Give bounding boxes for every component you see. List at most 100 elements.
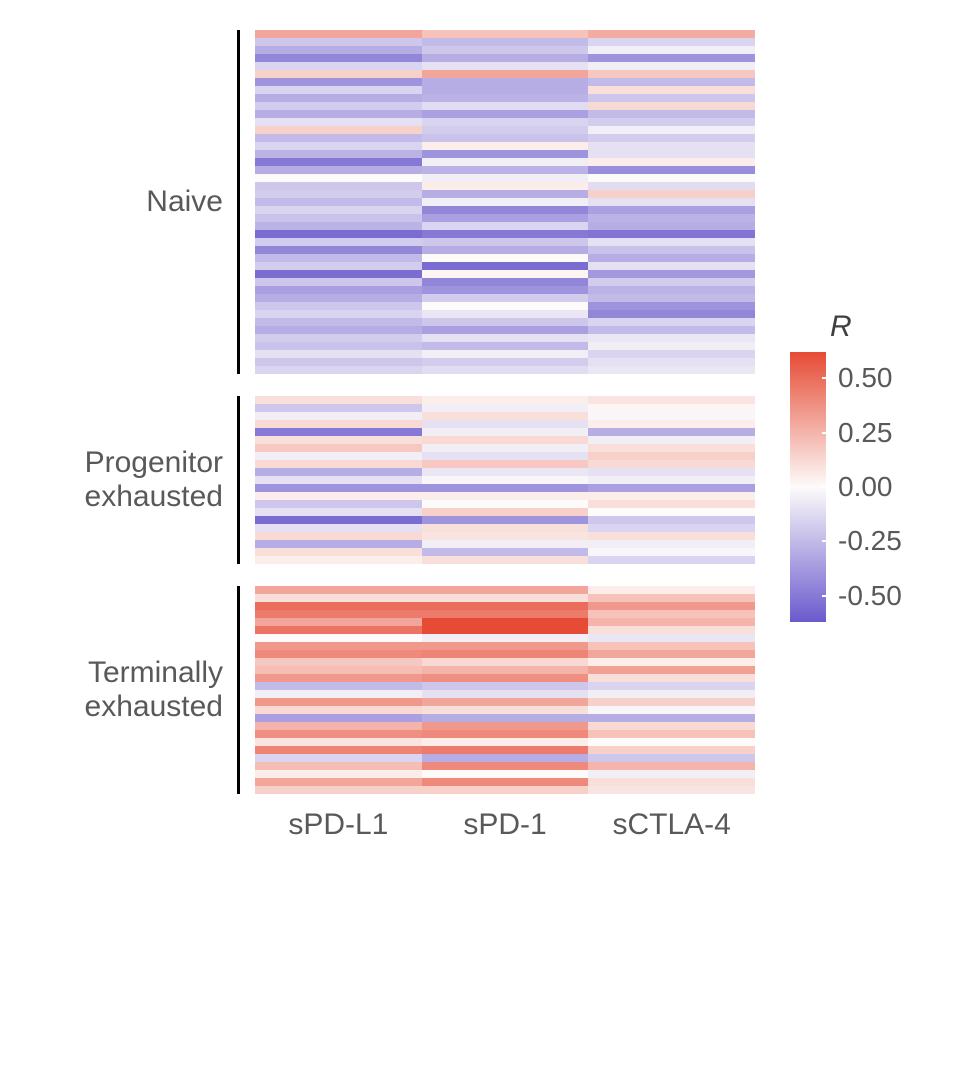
heatmap-cell <box>255 54 422 62</box>
heatmap-cell <box>255 38 422 46</box>
heatmap-cell <box>422 318 589 326</box>
heatmap-cell <box>422 310 589 318</box>
heatmap-row <box>255 318 755 326</box>
heatmap-cell <box>255 722 422 730</box>
heatmap-cell <box>588 46 755 54</box>
heatmap-cell <box>255 294 422 302</box>
heatmap-cell <box>588 262 755 270</box>
heatmap-row <box>255 698 755 706</box>
heatmap-cell <box>422 594 589 602</box>
heatmap-cell <box>255 476 422 484</box>
heatmap-row <box>255 342 755 350</box>
heatmap-cell <box>255 190 422 198</box>
heatmap-cell <box>255 786 422 794</box>
heatmap-cell <box>588 778 755 786</box>
heatmap-row <box>255 674 755 682</box>
heatmap-row <box>255 30 755 38</box>
heatmap-cell <box>255 706 422 714</box>
heatmap-cell <box>422 642 589 650</box>
legend-tick-label: -0.25 <box>838 525 902 557</box>
heatmap-cell <box>255 420 422 428</box>
heatmap-row <box>255 46 755 54</box>
heatmap-cell <box>255 158 422 166</box>
heatmap-cell <box>422 198 589 206</box>
heatmap-row <box>255 436 755 444</box>
heatmap-cell <box>588 166 755 174</box>
heatmap-row <box>255 238 755 246</box>
heatmap-cell <box>255 452 422 460</box>
heatmap-cell <box>255 698 422 706</box>
heatmap-cell <box>588 436 755 444</box>
heatmap-row <box>255 610 755 618</box>
heatmap-row <box>255 150 755 158</box>
heatmap-cell <box>588 102 755 110</box>
heatmap-cell <box>588 94 755 102</box>
heatmap-cell <box>255 610 422 618</box>
heatmap-cell <box>422 166 589 174</box>
heatmap-cell <box>588 286 755 294</box>
heatmap-row <box>255 642 755 650</box>
heatmap-cell <box>588 452 755 460</box>
heatmap-cell <box>422 786 589 794</box>
heatmap-cell <box>422 444 589 452</box>
heatmap-cell <box>255 278 422 286</box>
heatmap-cell <box>255 214 422 222</box>
heatmap-row <box>255 102 755 110</box>
row-group-label-text: Naive <box>146 185 223 220</box>
heatmap-cell <box>588 342 755 350</box>
heatmap-cell <box>255 270 422 278</box>
heatmap-row <box>255 548 755 556</box>
heatmap-cell <box>255 230 422 238</box>
heatmap-row <box>255 86 755 94</box>
heatmap-cell <box>422 586 589 594</box>
heatmap-cell <box>422 230 589 238</box>
heatmap-row <box>255 286 755 294</box>
heatmap-row <box>255 508 755 516</box>
heatmap-cell <box>422 396 589 404</box>
heatmap-row <box>255 532 755 540</box>
heatmap-cell <box>588 174 755 182</box>
heatmap-row <box>255 444 755 452</box>
heatmap-cell <box>422 722 589 730</box>
heatmap-cell <box>588 404 755 412</box>
heatmap-cell <box>588 460 755 468</box>
heatmap-cell <box>588 278 755 286</box>
heatmap-row <box>255 302 755 310</box>
heatmap-cell <box>255 174 422 182</box>
legend-tick: -0.50 <box>830 580 902 612</box>
heatmap-cell <box>422 500 589 508</box>
heatmap-row <box>255 658 755 666</box>
legend-tick: 0.00 <box>830 471 893 503</box>
heatmap-row <box>255 650 755 658</box>
heatmap-row <box>255 350 755 358</box>
heatmap-cell <box>255 594 422 602</box>
heatmap-row <box>255 412 755 420</box>
heatmap-cell <box>255 318 422 326</box>
heatmap-cell <box>422 286 589 294</box>
heatmap-cell <box>422 150 589 158</box>
heatmap-row <box>255 222 755 230</box>
heatmap-cell <box>588 318 755 326</box>
legend-tick-label: 0.25 <box>838 417 893 449</box>
heatmap-cell <box>588 666 755 674</box>
heatmap-cell <box>255 460 422 468</box>
legend-tick-label: 0.00 <box>838 471 893 503</box>
heatmap-block <box>255 30 755 374</box>
heatmap-cell <box>422 254 589 262</box>
heatmap-cell <box>255 118 422 126</box>
heatmap-cell <box>588 310 755 318</box>
heatmap-cell <box>422 62 589 70</box>
heatmap-cell <box>588 246 755 254</box>
heatmap-cell <box>422 484 589 492</box>
heatmap-cell <box>588 158 755 166</box>
heatmap-cell <box>255 30 422 38</box>
heatmap-cell <box>422 38 589 46</box>
row-group-bracket <box>237 396 240 564</box>
heatmap-cell <box>255 444 422 452</box>
row-group-label: Terminallyexhausted <box>85 586 240 794</box>
heatmap-cell <box>422 610 589 618</box>
heatmap-row <box>255 594 755 602</box>
heatmap-row <box>255 190 755 198</box>
heatmap-cell <box>422 452 589 460</box>
heatmap-cell <box>422 626 589 634</box>
